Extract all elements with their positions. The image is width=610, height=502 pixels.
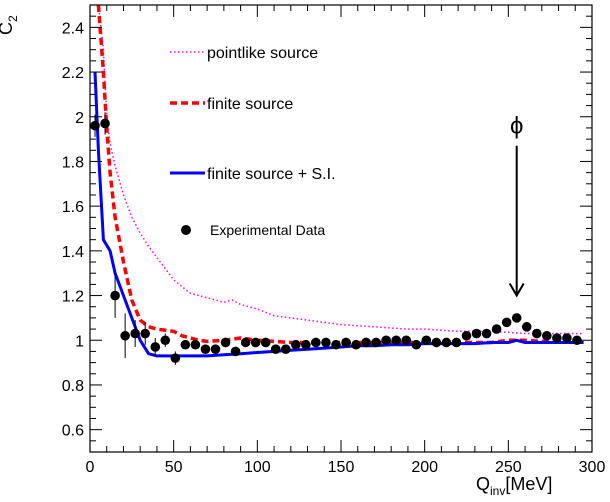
data-point-32 [411, 339, 422, 350]
data-point-48 [572, 335, 582, 346]
x-tick-label: 100 [244, 459, 271, 476]
data-point-17 [260, 337, 271, 348]
data-point-15 [240, 337, 251, 348]
data-point-30 [391, 335, 402, 346]
y-tick-label: 1.6 [62, 199, 84, 216]
legend-marker-data [181, 225, 191, 235]
data-point-42 [511, 313, 522, 323]
data-point-9 [180, 339, 191, 350]
data-point-8 [170, 353, 181, 363]
phi-label: ϕ [510, 113, 523, 140]
data-point-28 [371, 337, 381, 348]
data-point-25 [341, 337, 351, 348]
data-point-6 [150, 342, 161, 352]
data-point-40 [491, 324, 502, 334]
data-point-39 [481, 328, 492, 339]
x-tick-label: 0 [86, 459, 95, 476]
axes [89, 4, 593, 453]
data-point-4 [130, 328, 140, 339]
data-point-2 [110, 290, 120, 301]
data-point-35 [441, 337, 452, 348]
x-tick-label: 50 [165, 459, 183, 476]
data-point-14 [230, 346, 241, 357]
legend-label-pointlike: pointlike source [207, 45, 318, 62]
series-line-pointlike [97, 4, 584, 335]
data-point-45 [542, 330, 552, 341]
data-point-12 [210, 344, 221, 354]
x-tick-label: 300 [579, 459, 606, 476]
y-tick-label: 2.2 [62, 65, 84, 82]
data-point-22 [311, 337, 321, 348]
data-point-23 [321, 337, 331, 348]
tick-labels: 0 50 100 150 200 250 300 0.6 0.8 1 1.2 1.4 1.6 1.8 2 2.… [62, 20, 606, 476]
data-point-20 [291, 339, 301, 350]
data-point-18 [270, 344, 281, 354]
data-point-21 [301, 339, 311, 350]
data-point-0 [90, 120, 100, 131]
data-point-31 [401, 335, 412, 346]
data-point-37 [461, 330, 472, 341]
legend-label-data: Experimental Data [210, 222, 325, 238]
data-point-26 [351, 339, 361, 350]
y-tick-label: 1.2 [62, 289, 84, 306]
data-point-34 [431, 337, 442, 348]
experimental-points [90, 112, 582, 365]
legend-label-finite-si: finite source + S.I. [207, 166, 336, 183]
x-tick-label: 200 [411, 459, 438, 476]
data-point-43 [521, 322, 532, 332]
y-tick-label: 2.4 [62, 20, 84, 37]
legend-label-finite: finite source [207, 96, 293, 113]
data-point-33 [421, 335, 432, 346]
data-point-24 [331, 339, 341, 350]
x-axis-title: Qinv[MeV] [476, 474, 552, 498]
data-point-47 [562, 333, 572, 343]
y-tick-label: 0.8 [62, 378, 84, 395]
data-point-1 [100, 118, 110, 129]
data-point-5 [140, 328, 151, 339]
data-point-46 [552, 333, 562, 343]
data-point-10 [190, 339, 201, 350]
y-tick-label: 2 [75, 110, 84, 127]
y-tick-label: 1.8 [62, 154, 84, 171]
data-point-27 [361, 337, 371, 348]
data-point-11 [200, 344, 211, 354]
data-point-38 [471, 328, 482, 339]
data-point-29 [381, 335, 391, 346]
phi-annotation: ϕ [508, 113, 525, 298]
data-point-36 [451, 337, 462, 348]
data-point-13 [220, 337, 231, 348]
y-tick-label: 1 [75, 333, 84, 350]
x-tick-label: 250 [495, 459, 522, 476]
data-point-44 [531, 328, 542, 339]
data-point-7 [160, 335, 171, 346]
y-tick-label: 1.4 [62, 244, 84, 261]
x-tick-label: 150 [328, 459, 355, 476]
y-tick-label: 0.6 [62, 423, 84, 440]
data-point-41 [501, 317, 512, 328]
phi-arrowhead [508, 283, 525, 298]
data-point-3 [120, 330, 130, 341]
y-axis-title: C2 [0, 15, 20, 35]
legend: pointlike source finite source finite so… [170, 45, 336, 238]
data-point-16 [250, 337, 261, 348]
data-point-19 [280, 344, 291, 354]
